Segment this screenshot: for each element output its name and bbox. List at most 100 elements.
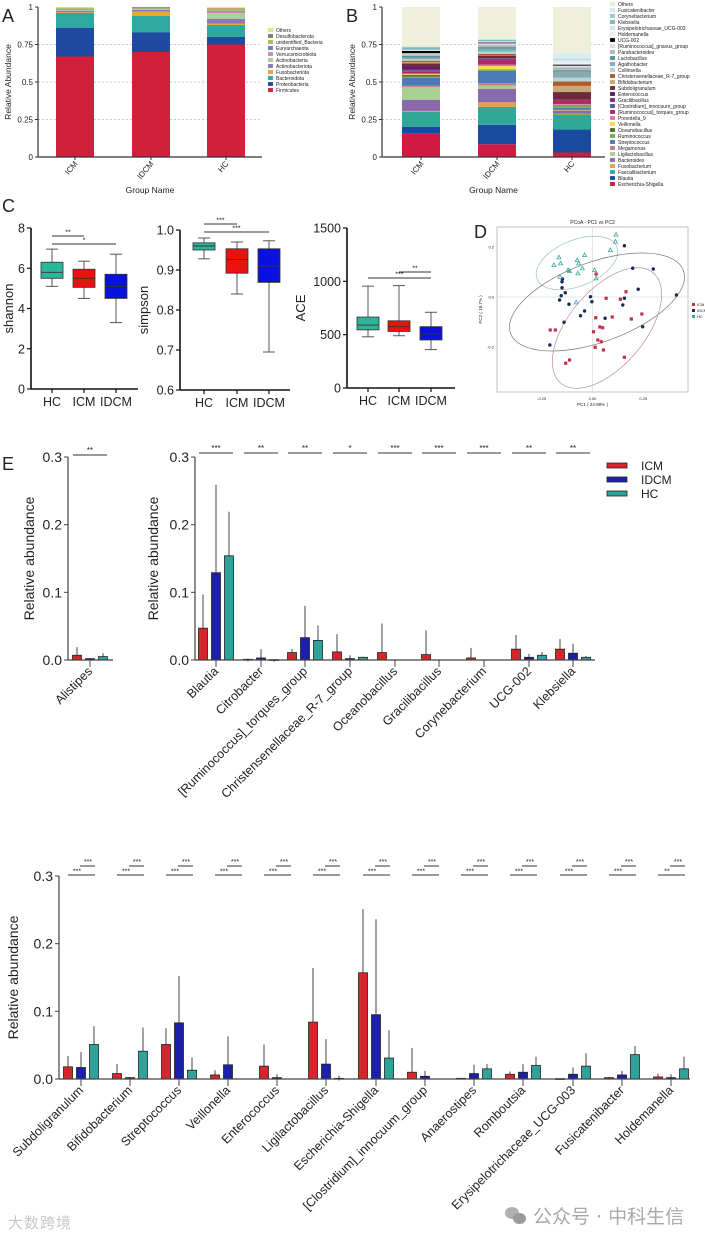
x-tick-label: ICM [226,396,249,410]
bar-segment [402,111,440,127]
y-tick-label: 0 [29,153,34,162]
x-tick-label: IDCM [481,159,501,181]
y-tick-label: 0 [373,153,378,162]
ellipse-icm [551,267,663,389]
box-iqr [40,261,64,279]
legend-swatch [609,175,616,181]
legend-label: Oceanobacillus [618,128,653,134]
legend-swatch [609,43,616,49]
bar-segment [478,7,516,39]
legend-item: Desulfobacterota [267,33,314,40]
bar-segment [207,10,245,12]
legend-item: Bacteroidota [267,75,304,82]
bar-group [112,1027,148,1080]
legend-label: Firmicutes [276,88,300,94]
bar-hc [313,639,323,661]
ellipse-idcm [509,252,685,352]
legend-swatch [692,303,695,306]
bar-segment [56,7,94,8]
bar-group [421,630,431,661]
y-axis-label: PC2 ( 18.7% ) [478,295,483,324]
bar-segment [402,62,440,64]
point-hc [576,260,582,266]
bar-segment [553,129,591,153]
point-icm [567,358,572,362]
y-axis-label: ACE [293,294,308,321]
bar-segment [402,133,440,157]
point-idcm [559,294,563,298]
box-icm [387,285,411,337]
significance-label: *** [674,859,682,866]
point-idcm [567,302,571,306]
bar-segment [478,51,516,54]
point-idcm [563,291,567,295]
legend-label: Klebsiella [618,20,640,26]
legend-item: Subdoligranulum [609,85,656,92]
bar-idcm [211,572,221,661]
bar-group [63,1026,99,1080]
legend-item: [Ruminococcus]_gnavus_group [609,43,688,50]
significance-label: *** [395,272,403,279]
x-tick-label: HC [43,395,61,409]
legend-label: Others [618,2,634,8]
legend-item: Verrucomicrobiota [267,51,317,58]
box-iqr [356,316,380,331]
point-idcm [557,298,562,302]
significance-label: *** [479,444,488,453]
bar-segment [56,8,94,9]
bar-group [72,647,108,661]
legend-swatch [609,127,616,133]
x-tick-label: Klebsiella [530,664,578,712]
legend-label: Actinobacteria [276,58,308,64]
significance-label: *** [73,869,81,876]
legend-swatch [609,79,616,85]
legend-item: Ruminococcus [609,133,651,140]
bar-segment [56,9,94,10]
bar-group [210,1036,233,1080]
y-tick-label: 0.75 [17,41,33,50]
legend-swatch [609,73,616,79]
point-idcm [631,266,635,270]
legend-item: ICM [692,302,704,307]
significance-label: *** [84,859,92,866]
box-hc [356,285,380,338]
y-axis-label: Relative abundance [5,915,21,1039]
x-tick-label: 0.00 [589,396,598,401]
legend-label: Desulfobacterota [276,34,314,40]
bar-icm [210,1074,220,1080]
box-hc [192,237,216,260]
legend-label: Verrucomicrobiota [276,52,317,58]
legend-item: Parabacteroides [609,49,655,56]
y-tick-label: 0.75 [361,41,377,50]
bar-group [287,605,323,661]
bar-segment [553,70,591,72]
x-tick-label: Escherichia-Shigella [291,1083,381,1173]
point-icm [564,361,568,365]
bar-segment [132,52,170,157]
legend-item: Agathobacter [609,61,648,68]
box-iqr [387,320,411,332]
x-tick-label: Veillonella [183,1083,233,1133]
y-tick-label: 1000 [313,275,341,289]
bar-icm [377,652,387,661]
x-tick-label: 0.25 [639,396,648,401]
legend-label: Erysipelotrichaceae_UCG-003 [618,26,686,32]
bar-segment [402,47,440,50]
bar-segment [207,13,245,19]
bar-segment [402,110,440,112]
bar-hc [384,1057,394,1080]
point-icm [593,345,597,349]
legend-item: Enterococcus [609,91,649,98]
significance-label: *** [133,859,141,866]
point-idcm [578,314,583,318]
wechat-icon [505,1206,527,1225]
legend-swatch [267,69,274,75]
legend-label: Bifidobacterium [618,80,652,86]
bar-segment [402,99,440,111]
bar-hc [537,654,547,661]
legend-item: Fusicatenibacter [609,7,655,14]
bar-segment [207,9,245,11]
box-hc [40,248,64,287]
bar-segment [402,126,440,134]
legend-label: Ligilactobacillus [618,152,654,158]
